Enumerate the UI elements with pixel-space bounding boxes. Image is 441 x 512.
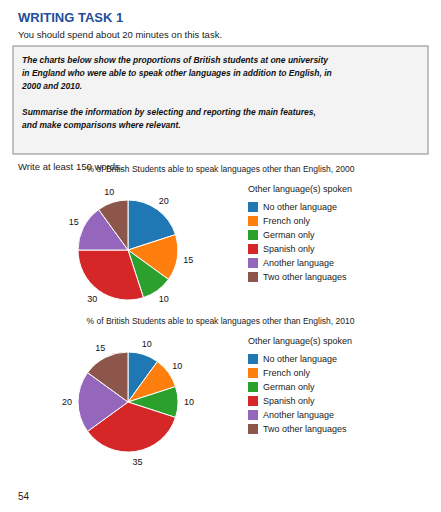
legend-label: No other language — [263, 354, 337, 364]
instruction-text: and make comparisons where relevant. — [22, 120, 181, 130]
data-label: 10 — [104, 187, 114, 197]
data-label: 10 — [184, 397, 194, 407]
legend-item: German only — [248, 382, 315, 392]
legend-swatch — [248, 272, 258, 282]
legend: Other language(s) spoken No other languag… — [248, 336, 352, 434]
legend-swatch — [248, 244, 258, 254]
data-label: 30 — [87, 294, 97, 304]
instruction-box — [13, 46, 428, 154]
legend-item: No other language — [248, 202, 337, 212]
pie-slice — [88, 352, 128, 402]
page-subtitle: You should spend about 20 minutes on thi… — [18, 29, 222, 40]
data-label: 20 — [159, 196, 169, 206]
legend-item: Two other languages — [248, 272, 347, 282]
instruction-text: Summarise the information by selecting a… — [22, 107, 316, 117]
legend-swatch — [248, 396, 258, 406]
legend-item: Another language — [248, 410, 334, 420]
instruction-text: 2000 and 2010. — [21, 81, 82, 91]
data-label: 10 — [142, 339, 152, 349]
instruction-text: in England who were able to speak other … — [22, 68, 332, 78]
legend-label: Another language — [263, 258, 334, 268]
legend-title: Other language(s) spoken — [248, 336, 352, 346]
data-label: 15 — [69, 217, 79, 227]
legend-label: French only — [263, 216, 311, 226]
chart: % of British Students able to speak lang… — [62, 316, 355, 467]
data-label: 20 — [62, 397, 72, 407]
legend-label: Another language — [263, 410, 334, 420]
legend-swatch — [248, 410, 258, 420]
data-label: 15 — [183, 255, 193, 265]
legend-swatch — [248, 424, 258, 434]
chart-title: % of British Students able to speak lang… — [87, 316, 355, 326]
legend-item: Spanish only — [248, 244, 315, 254]
chart-title: % of British Students able to speak lang… — [87, 164, 355, 174]
legend-label: Spanish only — [263, 396, 315, 406]
page-number: 54 — [18, 491, 30, 502]
legend-label: French only — [263, 368, 311, 378]
page-title: WRITING TASK 1 — [18, 10, 123, 25]
page: WRITING TASK 1 You should spend about 20 … — [0, 0, 441, 512]
legend-swatch — [248, 368, 258, 378]
data-label: 35 — [133, 457, 143, 467]
legend-item: French only — [248, 368, 311, 378]
legend-swatch — [248, 354, 258, 364]
legend-label: Spanish only — [263, 244, 315, 254]
chart: % of British Students able to speak lang… — [69, 164, 355, 304]
data-label: 15 — [95, 343, 105, 353]
legend: Other language(s) spoken No other languag… — [248, 184, 352, 282]
legend-label: Two other languages — [263, 272, 347, 282]
legend-item: French only — [248, 216, 311, 226]
legend-label: Two other languages — [263, 424, 347, 434]
pie: 20 15 10 30 15 10 — [69, 187, 194, 304]
instruction-text: The charts below show the proportions of… — [22, 55, 329, 65]
legend-swatch — [248, 216, 258, 226]
legend-label: German only — [263, 230, 315, 240]
legend-item: Two other languages — [248, 424, 347, 434]
pie-slice — [99, 200, 128, 250]
legend-item: Spanish only — [248, 396, 315, 406]
data-label: 10 — [172, 361, 182, 371]
legend-item: Another language — [248, 258, 334, 268]
legend-swatch — [248, 382, 258, 392]
data-label: 10 — [159, 294, 169, 304]
legend-title: Other language(s) spoken — [248, 184, 352, 194]
legend-swatch — [248, 258, 258, 268]
legend-label: German only — [263, 382, 315, 392]
pie-slice — [78, 250, 143, 300]
legend-item: German only — [248, 230, 315, 240]
legend-swatch — [248, 202, 258, 212]
legend-label: No other language — [263, 202, 337, 212]
legend-swatch — [248, 230, 258, 240]
pie: 10 10 10 35 20 15 — [62, 339, 194, 467]
legend-item: No other language — [248, 354, 337, 364]
